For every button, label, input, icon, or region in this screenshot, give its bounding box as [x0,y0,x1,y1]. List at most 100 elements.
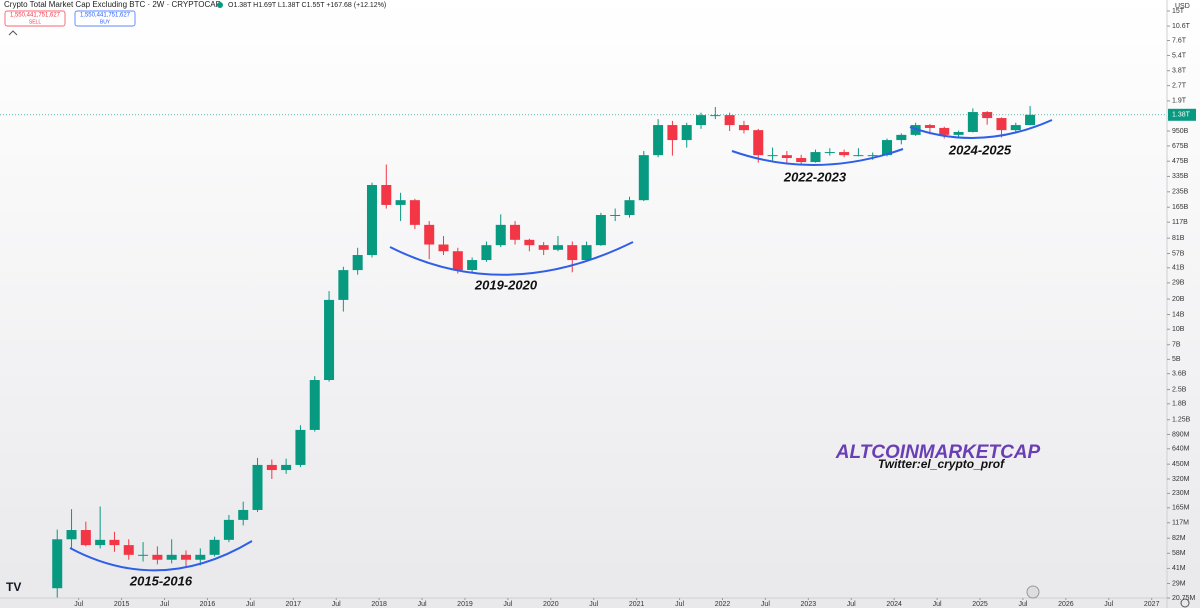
y-tick-label: 117B [1172,219,1188,226]
candle-body [882,140,893,156]
x-tick-label: Jul [847,601,856,608]
settings-icon[interactable] [1180,598,1190,608]
sell-label[interactable]: SELL [29,19,41,25]
y-tick-label: 58M [1172,550,1186,557]
candle-body [810,152,821,163]
annotation: 2019-2020 [474,277,538,292]
y-tick-label: 235B [1172,189,1189,196]
x-tick-label: 2026 [1058,601,1074,608]
y-tick-label: 29M [1172,580,1186,587]
y-tick-label: 5.4T [1172,52,1187,59]
candle-body [681,125,692,141]
candle-body [338,270,349,300]
x-tick-label: 2022 [715,601,731,608]
candle-body [395,200,406,205]
candle-body [1025,114,1036,126]
y-tick-label: 950B [1172,128,1189,135]
y-tick-label: 675B [1172,143,1189,150]
last-price-box [1168,108,1196,121]
collapse-icon[interactable] [8,30,18,36]
ohlc-legend: O1.38T H1.69T L1.38T C1.55T +167.68 (+12… [228,2,386,9]
candle-body [524,239,535,246]
y-tick-label: 320M [1172,476,1190,483]
candle-body [538,245,549,250]
candle-body [281,464,292,471]
candle-body [209,539,220,555]
annotation: 2022-2023 [783,169,847,184]
candle-body [166,554,177,560]
y-tick-label: 7.6T [1172,37,1187,44]
x-tick-label: 2025 [972,601,988,608]
annotation: 2015-2016 [129,573,193,588]
y-tick-label: 1.25B [1172,417,1191,424]
x-tick-label: 2019 [457,601,473,608]
y-tick-label: 57B [1172,250,1185,257]
x-tick-label: Jul [160,601,169,608]
x-tick-label: Jul [675,601,684,608]
candle-body [638,155,649,201]
y-tick-label: 81B [1172,235,1185,242]
x-tick-label: Jul [74,601,83,608]
candle-body [109,539,120,546]
chart-title: Crypto Total Market Cap Excluding BTC · … [4,0,221,9]
y-tick-label: 15T [1172,8,1185,15]
candle-body [610,214,621,216]
candle-body [781,155,792,159]
candle-body [853,155,864,157]
candle-body [867,155,878,157]
y-tick-label: 475B [1172,158,1189,165]
flag-icon[interactable] [1026,585,1040,599]
candle-body [123,545,134,555]
candle-body [223,519,234,540]
y-tick-label: 41B [1172,265,1185,272]
y-tick-label: 5B [1172,356,1181,363]
x-tick-label: 2015 [114,601,130,608]
candle-body [924,125,935,128]
candle-body [824,152,835,154]
candle-body [510,224,521,240]
candle-body [452,251,463,270]
y-tick-label: 14B [1172,311,1185,318]
candle-body [710,115,721,117]
buy-button[interactable] [74,10,136,27]
logo: TV [6,580,21,594]
candle-body [967,112,978,132]
candle-body [295,429,306,465]
candle-body [1010,125,1021,131]
y-tick-label: 2.7T [1172,82,1187,89]
x-tick-label: Jul [246,601,255,608]
credit: Twitter:el_crypto_prof [878,457,1005,471]
candle-body [180,554,191,560]
candle-body [481,245,492,261]
candle-body [352,255,363,271]
buy-label[interactable]: BUY [100,19,111,25]
y-tick-label: 41M [1172,565,1186,572]
y-tick-label: 20B [1172,296,1185,303]
y-tick-label: 640M [1172,446,1190,453]
sell-button[interactable] [4,10,66,27]
curve [909,119,1053,139]
candle-body [953,131,964,135]
candle-body [66,530,77,540]
status-dot [217,2,223,8]
x-tick-label: Jul [1018,601,1027,608]
candle-body [195,554,206,560]
x-tick-label: Jul [933,601,942,608]
y-tick-label: 890M [1172,431,1190,438]
currency: USD [1175,3,1190,10]
candle-body [309,380,320,430]
candle-body [467,260,478,270]
y-tick-label: 3.6B [1172,371,1187,378]
y-tick-label: 7B [1172,342,1181,349]
candle-body [738,125,749,131]
x-tick-label: Jul [589,601,598,608]
plot-area [0,105,1166,598]
candle-body [581,245,592,261]
candle-body [653,125,664,156]
x-tick-label: Jul [761,601,770,608]
candle-body [324,299,335,381]
sell-price[interactable]: 1,550,441,751,627 [10,13,61,19]
candle-body [409,200,420,225]
candle-body [495,224,506,246]
buy-price[interactable]: 1,550,441,751,627 [80,13,131,19]
